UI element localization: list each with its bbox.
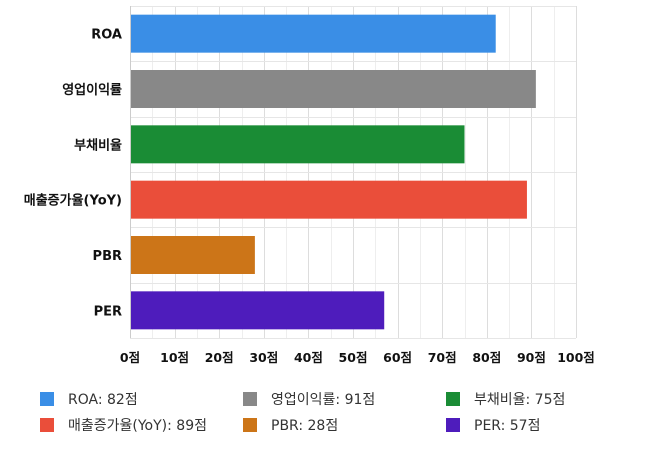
legend-item: 부채비율: 75점 [446,389,636,408]
legend-label: PER: 57점 [474,417,541,434]
x-tick-label: 20점 [205,350,234,365]
legend-label: PBR: 28점 [271,417,339,434]
legend-label: 부채비율: 75점 [474,391,566,408]
x-tick-label: 60점 [383,350,412,365]
category-label: ROA [91,28,122,43]
x-tick-label: 0점 [120,350,140,365]
x-tick-label: 80점 [472,350,501,365]
category-label: 영업이익률 [62,82,122,98]
x-tick-label: 40점 [294,350,323,365]
legend-swatch [243,391,257,406]
category-label: 부채비율 [74,137,122,153]
legend-item: PER: 57점 [446,415,636,434]
legend-swatch [243,417,257,432]
legend-swatch [40,417,54,432]
x-tick-label: 10점 [160,350,189,365]
x-tick-label: 30점 [249,350,278,365]
legend-swatch [446,391,460,406]
legend-label: 영업이익률: 91점 [271,391,376,408]
bar [130,14,496,53]
x-tick-label: 70점 [428,350,457,365]
legend-item: 영업이익률: 91점 [243,389,446,408]
bar [130,70,536,108]
legend-item: PBR: 28점 [243,415,446,434]
legend-label: 매출증가율(YoY): 89점 [68,417,207,434]
legend-swatch [40,391,54,406]
legend-item: ROA: 82점 [40,389,243,408]
legend-label: ROA: 82점 [68,391,138,408]
category-label: PER [94,304,122,319]
legend-item: 매출증가율(YoY): 89점 [40,415,243,434]
legend: ROA: 82점 영업이익률: 91점 부채비율: 75점 매출증가율(YoY)… [40,389,640,434]
x-tick-label: 100점 [557,350,595,365]
bar [130,180,527,219]
bar [130,291,385,330]
x-tick-label: 90점 [517,350,546,365]
x-tick-label: 50점 [339,350,368,365]
category-label: 매출증가율(YoY) [24,193,122,209]
category-label: PBR [93,249,122,264]
bar [130,125,465,164]
legend-swatch [446,417,460,432]
bar [130,236,255,274]
